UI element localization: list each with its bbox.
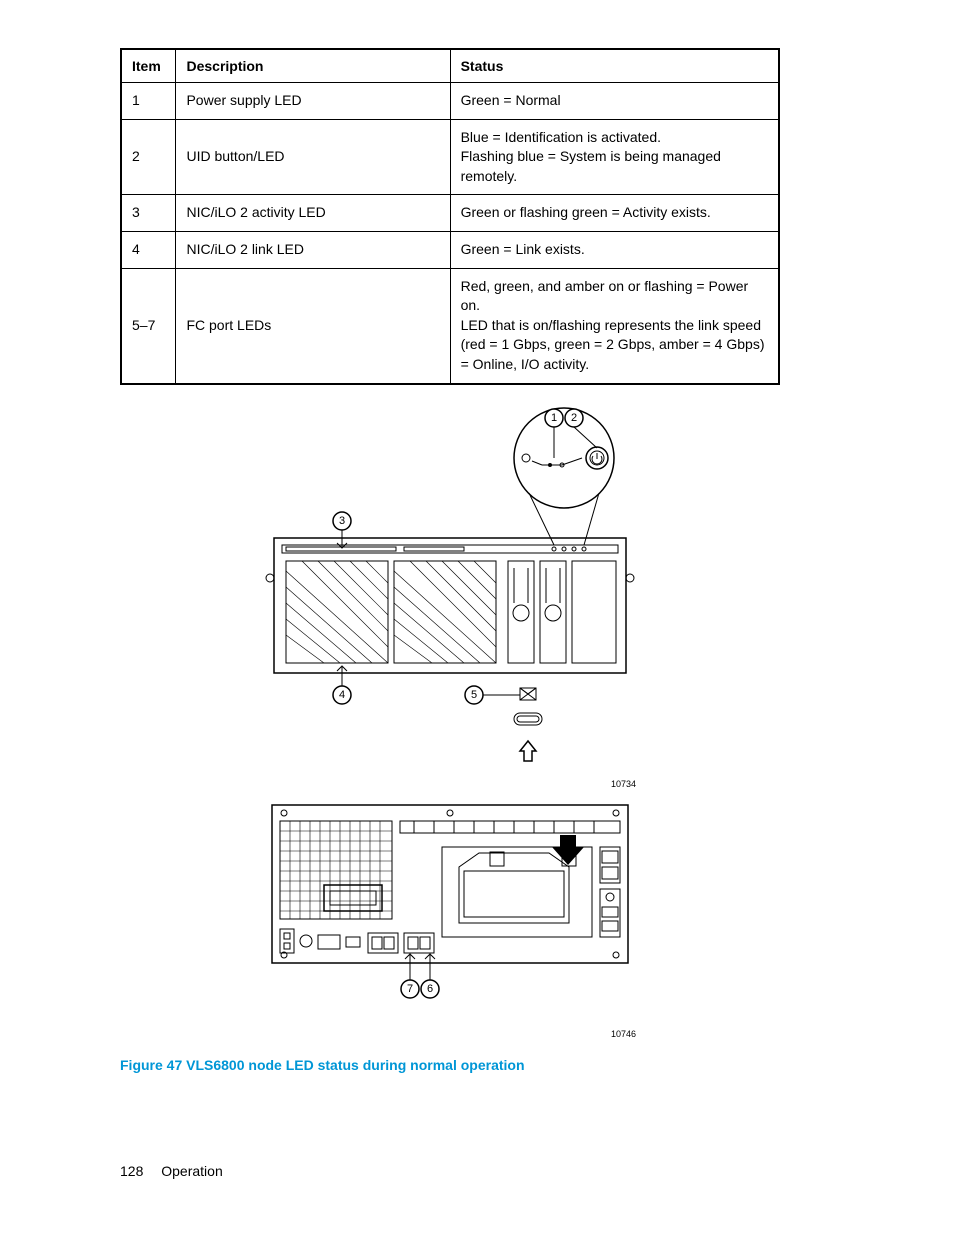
page-footer: 128 Operation	[120, 1163, 223, 1179]
cell-description: NIC/iLO 2 activity LED	[176, 195, 450, 232]
callout-3: 3	[339, 515, 345, 527]
cell-status: Green = Link exists.	[450, 231, 779, 268]
table-header-row: Item Description Status	[121, 49, 779, 83]
cell-item: 5–7	[121, 268, 176, 383]
cell-status: Red, green, and amber on or flashing = P…	[450, 268, 779, 383]
header-item: Item	[121, 49, 176, 83]
diagram-front-view: 1 2	[264, 403, 636, 777]
diagram-rear-view: 7 6	[264, 797, 636, 1027]
cell-description: UID button/LED	[176, 119, 450, 195]
callout-7: 7	[407, 983, 413, 995]
cell-description: NIC/iLO 2 link LED	[176, 231, 450, 268]
cell-item: 2	[121, 119, 176, 195]
callout-2: 2	[571, 412, 577, 424]
cell-status: Green or flashing green = Activity exist…	[450, 195, 779, 232]
front-diagram-svg: 1 2	[264, 403, 636, 777]
diagram-bottom-id: 10746	[264, 1029, 636, 1039]
page-number: 128	[120, 1163, 143, 1179]
diagram-container: 1 2	[120, 403, 780, 1073]
diagram-top-id: 10734	[264, 779, 636, 789]
header-description: Description	[176, 49, 450, 83]
led-status-table: Item Description Status 1 Power supply L…	[120, 48, 780, 385]
callout-6: 6	[427, 983, 433, 995]
cell-item: 4	[121, 231, 176, 268]
callout-5: 5	[471, 689, 477, 701]
cell-description: Power supply LED	[176, 83, 450, 120]
table-body: 1 Power supply LED Green = Normal 2 UID …	[121, 83, 779, 384]
header-status: Status	[450, 49, 779, 83]
cell-status: Blue = Identification is activated.Flash…	[450, 119, 779, 195]
table-row: 5–7 FC port LEDs Red, green, and amber o…	[121, 268, 779, 383]
table-row: 1 Power supply LED Green = Normal	[121, 83, 779, 120]
callout-4: 4	[339, 689, 345, 701]
callout-1: 1	[551, 412, 557, 424]
figure-caption: Figure 47 VLS6800 node LED status during…	[120, 1057, 780, 1073]
table-row: 4 NIC/iLO 2 link LED Green = Link exists…	[121, 231, 779, 268]
cell-item: 1	[121, 83, 176, 120]
page-content: Item Description Status 1 Power supply L…	[0, 0, 954, 1121]
cell-status: Green = Normal	[450, 83, 779, 120]
section-name: Operation	[161, 1163, 222, 1179]
table-row: 3 NIC/iLO 2 activity LED Green or flashi…	[121, 195, 779, 232]
cell-description: FC port LEDs	[176, 268, 450, 383]
table-row: 2 UID button/LED Blue = Identification i…	[121, 119, 779, 195]
cell-item: 3	[121, 195, 176, 232]
rear-diagram-svg: 7 6	[264, 797, 636, 1027]
